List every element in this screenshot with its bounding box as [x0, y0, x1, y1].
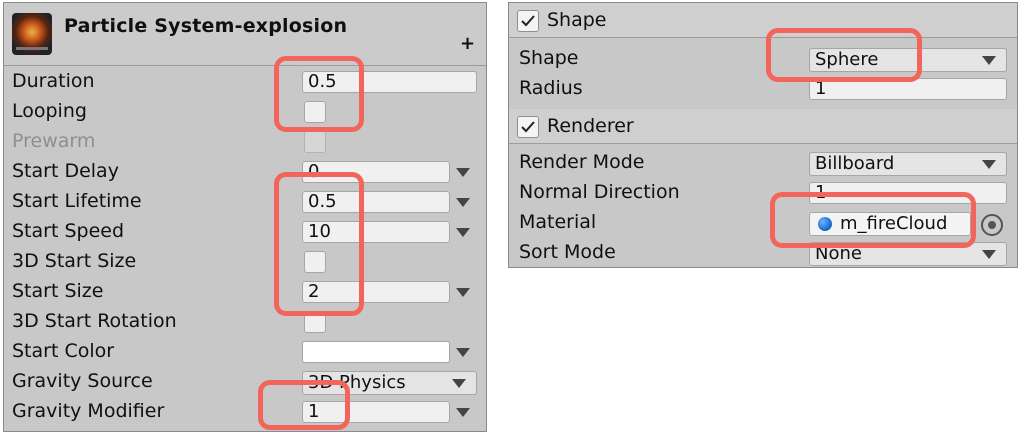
component-header: Particle System-explosion +	[4, 3, 486, 66]
row-3d-start-size: 3D Start Size	[4, 247, 486, 277]
start-size-label: Start Size	[12, 280, 104, 302]
prewarm-checkbox[interactable]	[304, 131, 326, 153]
row-shape: Shape Sphere	[509, 44, 1017, 74]
row-sort-mode: Sort Mode None	[509, 238, 1017, 267]
shape-module-header[interactable]: Shape	[509, 3, 1017, 38]
normal-direction-field[interactable]: 1	[809, 182, 1007, 204]
start-color-swatch[interactable]	[302, 341, 450, 363]
3d-start-size-label: 3D Start Size	[12, 250, 137, 272]
shape-module-checkbox[interactable]	[517, 10, 539, 32]
checkmark-icon	[521, 15, 535, 27]
render-mode-label: Render Mode	[519, 151, 645, 173]
dropdown-caret-icon[interactable]	[456, 348, 470, 357]
row-gravity-modifier: Gravity Modifier 1	[4, 397, 486, 427]
row-start-speed: Start Speed 10	[4, 217, 486, 247]
object-picker-icon[interactable]	[981, 214, 1003, 236]
add-icon[interactable]: +	[460, 33, 476, 54]
dropdown-caret-icon[interactable]	[456, 168, 470, 177]
dropdown-caret-icon[interactable]	[456, 228, 470, 237]
start-speed-field[interactable]: 10	[302, 221, 450, 243]
row-start-color: Start Color	[4, 337, 486, 367]
dropdown-caret-icon[interactable]	[456, 408, 470, 417]
duration-label: Duration	[12, 70, 95, 92]
row-start-delay: Start Delay 0	[4, 157, 486, 187]
start-delay-label: Start Delay	[12, 160, 119, 182]
row-material: Material m_fireCloud	[509, 208, 1017, 238]
renderer-module-header[interactable]: Renderer	[509, 109, 1017, 144]
start-speed-label: Start Speed	[12, 220, 125, 242]
particle-thumbnail-icon	[12, 13, 52, 55]
material-value: m_fireCloud	[840, 213, 948, 234]
shape-module-title: Shape	[547, 9, 607, 31]
gravity-modifier-field[interactable]: 1	[302, 401, 450, 423]
start-size-field[interactable]: 2	[302, 281, 450, 303]
looping-checkbox[interactable]	[304, 101, 326, 123]
row-start-size: Start Size 2	[4, 277, 486, 307]
checkmark-icon	[521, 121, 535, 133]
render-mode-dropdown[interactable]: Billboard	[809, 152, 1007, 176]
3d-start-rotation-label: 3D Start Rotation	[12, 310, 177, 332]
dropdown-caret-icon[interactable]	[456, 288, 470, 297]
gravity-source-label: Gravity Source	[12, 370, 153, 392]
shape-value: Sphere	[815, 49, 879, 70]
material-label: Material	[519, 211, 597, 233]
3d-start-size-checkbox[interactable]	[304, 251, 326, 273]
row-start-lifetime: Start Lifetime 0.5	[4, 187, 486, 217]
gravity-source-dropdown[interactable]: 3D Physics	[302, 371, 477, 395]
dropdown-caret-icon[interactable]	[456, 198, 470, 207]
gravity-modifier-label: Gravity Modifier	[12, 400, 165, 422]
dropdown-caret-icon	[982, 56, 996, 65]
particle-system-inspector: Particle System-explosion + Duration 0.5…	[3, 2, 487, 432]
start-lifetime-label: Start Lifetime	[12, 190, 142, 212]
row-radius: Radius 1	[509, 74, 1017, 104]
start-delay-field[interactable]: 0	[302, 161, 450, 183]
row-render-mode: Render Mode Billboard	[509, 148, 1017, 178]
looping-label: Looping	[12, 100, 87, 122]
row-3d-start-rotation: 3D Start Rotation	[4, 307, 486, 337]
row-gravity-source: Gravity Source 3D Physics	[4, 367, 486, 397]
sort-mode-dropdown[interactable]: None	[809, 242, 1007, 266]
3d-start-rotation-checkbox[interactable]	[304, 311, 326, 333]
material-sphere-icon	[818, 217, 832, 231]
renderer-module-title: Renderer	[547, 115, 634, 137]
shape-dropdown[interactable]: Sphere	[809, 48, 1007, 72]
dropdown-caret-icon	[982, 250, 996, 259]
radius-field[interactable]: 1	[809, 78, 1007, 100]
sort-mode-value: None	[815, 243, 862, 264]
row-looping: Looping	[4, 97, 486, 127]
row-prewarm: Prewarm	[4, 127, 486, 157]
gravity-source-value: 3D Physics	[308, 372, 406, 393]
dropdown-caret-icon	[452, 379, 466, 388]
component-title: Particle System-explosion	[64, 15, 348, 37]
module-inspector: Shape Shape Sphere Radius 1 Renderer Ren…	[508, 2, 1018, 268]
start-lifetime-field[interactable]: 0.5	[302, 191, 450, 213]
material-field[interactable]: m_fireCloud	[809, 212, 971, 236]
radius-label: Radius	[519, 77, 583, 99]
sort-mode-label: Sort Mode	[519, 241, 616, 263]
normal-direction-label: Normal Direction	[519, 181, 680, 203]
prewarm-label: Prewarm	[12, 130, 96, 152]
row-duration: Duration 0.5	[4, 67, 486, 97]
duration-field[interactable]: 0.5	[302, 71, 477, 93]
row-normal-direction: Normal Direction 1	[509, 178, 1017, 208]
renderer-module-checkbox[interactable]	[517, 116, 539, 138]
render-mode-value: Billboard	[815, 153, 895, 174]
dropdown-caret-icon	[982, 160, 996, 169]
start-color-label: Start Color	[12, 340, 115, 362]
shape-label: Shape	[519, 47, 579, 69]
